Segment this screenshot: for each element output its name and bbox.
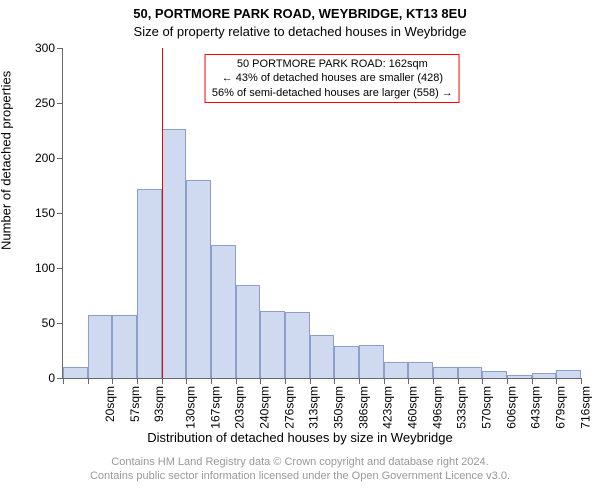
histogram-bar — [285, 312, 310, 378]
histogram-bar — [162, 129, 187, 378]
x-tick-label: 20sqm — [103, 386, 117, 422]
histogram-bar — [556, 370, 581, 378]
histogram-bar — [458, 367, 483, 378]
x-tick — [433, 378, 434, 384]
x-tick-label: 313sqm — [307, 386, 321, 429]
x-tick — [507, 378, 508, 384]
x-tick — [310, 378, 311, 384]
y-axis-label: Number of detached properties — [0, 71, 14, 250]
chart-subtitle: Size of property relative to detached ho… — [0, 24, 600, 39]
y-tick — [57, 158, 63, 159]
x-tick — [482, 378, 483, 384]
y-tick-label: 0 — [48, 371, 55, 385]
x-tick-label: 643sqm — [529, 386, 543, 429]
x-tick — [236, 378, 237, 384]
histogram-bar — [334, 346, 359, 378]
histogram-bar — [137, 189, 162, 378]
footer-line: Contains public sector information licen… — [0, 470, 600, 484]
chart-title: 50, PORTMORE PARK ROAD, WEYBRIDGE, KT13 … — [0, 6, 600, 21]
histogram-bar — [310, 335, 335, 378]
histogram-bar — [88, 315, 113, 378]
annotation-line: 56% of semi-detached houses are larger (… — [212, 86, 453, 100]
histogram-bar — [211, 245, 236, 378]
x-tick-label: 203sqm — [233, 386, 247, 429]
plot-area: 50 PORTMORE PARK ROAD: 162sqm ← 43% of d… — [62, 48, 581, 379]
y-tick-label: 200 — [35, 151, 55, 165]
x-tick — [137, 378, 138, 384]
x-tick — [408, 378, 409, 384]
y-tick-label: 250 — [35, 96, 55, 110]
x-tick-label: 386sqm — [356, 386, 370, 429]
annotation-box: 50 PORTMORE PARK ROAD: 162sqm ← 43% of d… — [205, 54, 460, 103]
x-tick-label: 423sqm — [381, 386, 395, 429]
x-tick — [532, 378, 533, 384]
histogram-bar — [433, 367, 458, 378]
x-tick — [63, 378, 64, 384]
x-axis-label: Distribution of detached houses by size … — [0, 430, 600, 445]
histogram-bar — [63, 367, 88, 378]
annotation-line: 50 PORTMORE PARK ROAD: 162sqm — [212, 57, 453, 71]
x-tick — [556, 378, 557, 384]
histogram-bar — [507, 375, 532, 378]
x-tick — [334, 378, 335, 384]
y-tick — [57, 103, 63, 104]
histogram-bar — [186, 180, 211, 378]
x-tick-label: 57sqm — [128, 386, 142, 422]
y-tick-label: 150 — [35, 206, 55, 220]
x-tick — [88, 378, 89, 384]
x-tick-label: 679sqm — [554, 386, 568, 429]
histogram-bar — [112, 315, 137, 378]
y-tick-label: 100 — [35, 261, 55, 275]
y-tick — [57, 323, 63, 324]
y-tick — [57, 213, 63, 214]
x-tick-label: 716sqm — [578, 386, 592, 429]
x-tick — [186, 378, 187, 384]
x-tick — [162, 378, 163, 384]
x-tick-label: 533sqm — [455, 386, 469, 429]
histogram-bar — [359, 345, 384, 378]
histogram-bar — [236, 285, 261, 379]
footer-attribution: Contains HM Land Registry data © Crown c… — [0, 456, 600, 484]
x-tick — [260, 378, 261, 384]
x-tick — [384, 378, 385, 384]
x-tick-label: 350sqm — [332, 386, 346, 429]
x-tick-label: 93sqm — [152, 386, 166, 422]
x-tick — [112, 378, 113, 384]
x-tick-label: 496sqm — [430, 386, 444, 429]
y-tick — [57, 268, 63, 269]
x-tick-label: 276sqm — [282, 386, 296, 429]
histogram-bar — [482, 371, 507, 378]
x-tick-label: 570sqm — [480, 386, 494, 429]
y-tick-label: 50 — [42, 316, 55, 330]
x-tick-label: 167sqm — [208, 386, 222, 429]
x-tick — [458, 378, 459, 384]
x-tick-label: 240sqm — [258, 386, 272, 429]
annotation-line: ← 43% of detached houses are smaller (42… — [212, 71, 453, 85]
y-tick — [57, 48, 63, 49]
histogram-bar — [384, 362, 409, 379]
x-tick — [285, 378, 286, 384]
histogram-bar — [260, 311, 285, 378]
property-marker-line — [162, 48, 163, 378]
footer-line: Contains HM Land Registry data © Crown c… — [0, 456, 600, 470]
x-tick-label: 130sqm — [184, 386, 198, 429]
histogram-bar — [408, 362, 433, 379]
x-tick-label: 606sqm — [504, 386, 518, 429]
x-tick-label: 460sqm — [406, 386, 420, 429]
x-tick — [211, 378, 212, 384]
x-tick — [359, 378, 360, 384]
x-tick — [581, 378, 582, 384]
histogram-bar — [532, 373, 557, 379]
chart-container: 50, PORTMORE PARK ROAD, WEYBRIDGE, KT13 … — [0, 0, 600, 500]
y-tick-label: 300 — [35, 41, 55, 55]
